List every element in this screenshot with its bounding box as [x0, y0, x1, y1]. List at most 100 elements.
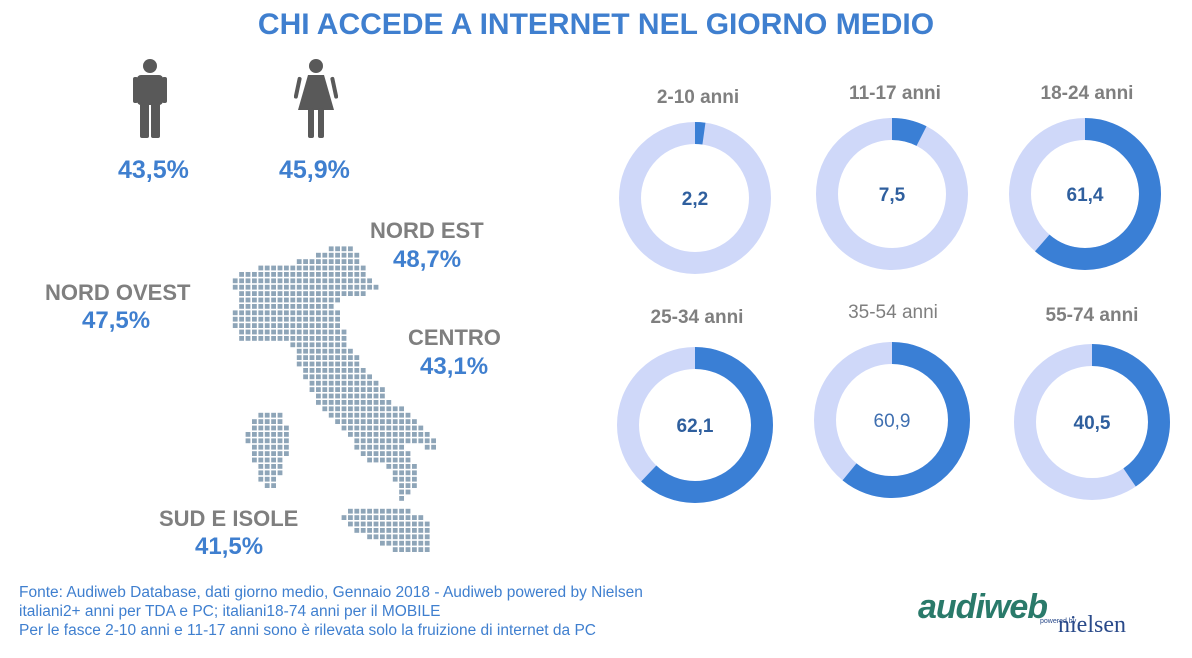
map-dot: [405, 489, 411, 495]
map-dot: [348, 406, 353, 412]
map-dot: [245, 297, 251, 303]
map-dot: [386, 457, 392, 463]
map-dot: [322, 342, 328, 348]
map-dot: [277, 284, 283, 290]
map-dot: [239, 291, 244, 296]
map-dot: [399, 470, 404, 476]
map-dot: [373, 412, 379, 418]
map-dot: [271, 483, 276, 488]
map-dot: [367, 438, 372, 444]
map-dot: [309, 323, 315, 328]
map-dot: [322, 406, 328, 412]
map-dot: [264, 476, 270, 482]
map-dot: [380, 400, 385, 405]
map-dot: [360, 508, 366, 514]
map-dot: [328, 310, 334, 316]
map-dot: [271, 438, 276, 444]
map-dot: [386, 412, 392, 418]
map-dot: [252, 432, 257, 437]
map-dot: [252, 291, 257, 296]
map-dot: [392, 425, 398, 431]
donut-chart-2-10: 2,2: [619, 122, 771, 274]
map-dot: [380, 508, 385, 514]
map-dot: [303, 304, 308, 309]
map-dot: [360, 284, 366, 290]
map-dot: [399, 534, 404, 540]
map-dot: [386, 406, 392, 412]
map-dot: [392, 432, 398, 437]
map-dot: [239, 310, 244, 316]
map-dot: [348, 387, 353, 392]
map-dot: [380, 406, 385, 412]
map-dot: [354, 259, 360, 264]
map-dot: [322, 291, 328, 296]
region-label-nord-est: NORD EST: [370, 218, 484, 243]
map-dot: [303, 348, 308, 354]
map-dot: [245, 336, 251, 341]
audiweb-nielsen-logo: audiweb powered by nielsen: [918, 588, 1158, 648]
map-dot: [328, 336, 334, 341]
map-dot: [252, 278, 257, 284]
map-dot: [322, 265, 328, 271]
footnote-line-3: Per le fasce 2-10 anni e 11-17 anni sono…: [19, 622, 597, 639]
map-dot: [405, 476, 411, 482]
map-dot: [316, 310, 321, 316]
map-dot: [392, 547, 398, 552]
map-dot: [373, 528, 379, 533]
map-dot: [309, 316, 315, 322]
map-dot: [348, 419, 353, 424]
map-dot: [392, 419, 398, 424]
map-dot: [380, 521, 385, 527]
map-dot: [354, 368, 360, 373]
map-dot: [354, 278, 360, 284]
map-dot: [341, 342, 347, 348]
map-dot: [405, 521, 411, 527]
map-dot: [373, 425, 379, 431]
map-dot: [380, 515, 385, 520]
map-dot: [335, 380, 340, 386]
map-dot: [303, 272, 308, 277]
map-dot: [360, 438, 366, 444]
map-dot: [348, 355, 353, 360]
map-dot: [392, 406, 398, 412]
map-dot: [328, 304, 334, 309]
map-dot: [424, 521, 430, 527]
map-dot: [258, 316, 264, 322]
map-dot: [277, 323, 283, 328]
map-dot: [252, 444, 257, 450]
map-dot: [348, 412, 353, 418]
map-dot: [277, 272, 283, 277]
map-dot: [328, 361, 334, 367]
map-dot: [290, 329, 296, 335]
map-dot: [367, 451, 372, 456]
map-dot: [245, 284, 251, 290]
map-dot: [354, 265, 360, 271]
map-dot: [360, 374, 366, 380]
map-dot: [290, 297, 296, 303]
map-dot: [239, 323, 244, 328]
map-dot: [277, 291, 283, 296]
map-dot: [258, 419, 264, 424]
map-dot: [245, 432, 251, 437]
map-dot: [290, 323, 296, 328]
map-dot: [424, 444, 430, 450]
map-dot: [412, 483, 417, 488]
map-dot: [341, 380, 347, 386]
map-dot: [296, 310, 302, 316]
map-dot: [284, 323, 289, 328]
map-dot: [328, 355, 334, 360]
donut-ring-value-55-74: [1014, 344, 1170, 500]
map-dot: [335, 412, 340, 418]
map-dot: [290, 316, 296, 322]
map-dot: [316, 348, 321, 354]
map-dot: [309, 265, 315, 271]
map-dot: [252, 304, 257, 309]
male-person-icon: [133, 59, 167, 138]
map-dot: [258, 278, 264, 284]
map-dot: [341, 412, 347, 418]
map-dot: [328, 265, 334, 271]
map-dot: [348, 348, 353, 354]
map-dot: [316, 297, 321, 303]
map-dot: [367, 412, 372, 418]
map-dot: [316, 316, 321, 322]
